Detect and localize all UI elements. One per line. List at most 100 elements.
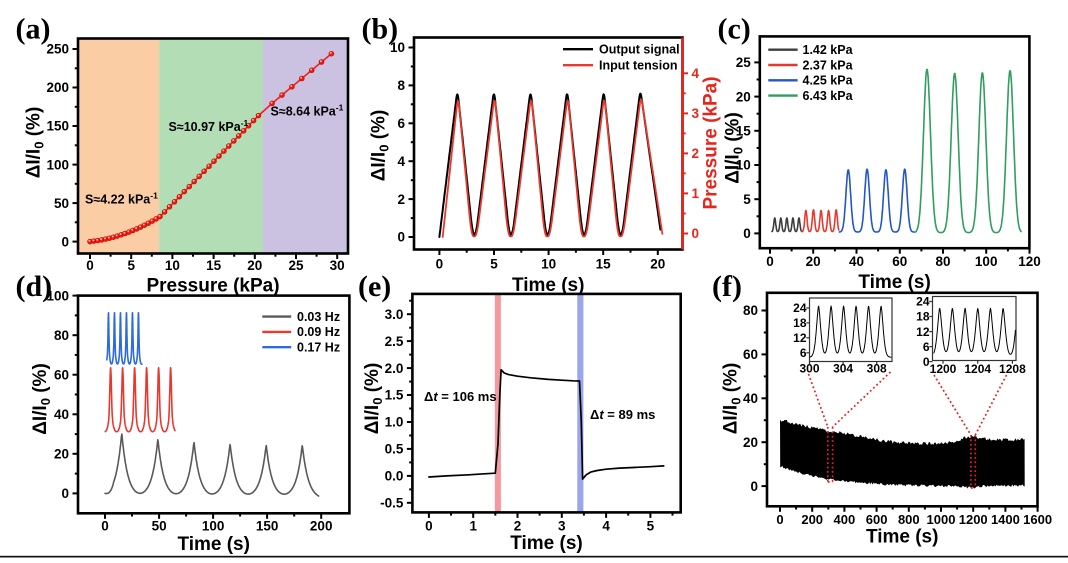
svg-text:20: 20 [806,254,821,269]
svg-text:1.42 kPa: 1.42 kPa [803,43,854,57]
svg-text:1200: 1200 [930,362,957,376]
svg-text:20: 20 [247,258,262,273]
svg-text:0: 0 [101,518,109,533]
svg-text:4: 4 [692,66,700,81]
svg-text:1: 1 [469,518,477,533]
svg-text:S≈8.64 kPa-1: S≈8.64 kPa-1 [271,103,344,119]
svg-text:0: 0 [86,258,94,273]
svg-text:Time (s): Time (s) [866,527,939,548]
svg-text:S≈4.22 kPa-1: S≈4.22 kPa-1 [85,191,158,207]
svg-text:1200: 1200 [959,512,988,527]
svg-text:-0.5: -0.5 [380,496,404,511]
svg-text:ΔI/I0 (%): ΔI/I0 (%) [723,112,746,184]
svg-text:50: 50 [152,518,167,533]
svg-text:20: 20 [54,447,69,462]
svg-text:0: 0 [743,226,751,241]
svg-text:0: 0 [766,254,774,269]
svg-text:15: 15 [596,257,612,272]
svg-text:Time (s): Time (s) [512,275,585,296]
svg-text:0: 0 [61,234,69,249]
svg-text:5: 5 [127,258,135,273]
svg-text:8: 8 [397,78,405,93]
svg-text:40: 40 [743,391,758,406]
svg-text:200: 200 [46,80,69,95]
svg-text:12: 12 [916,325,930,339]
svg-text:0.0: 0.0 [385,469,404,484]
svg-text:10: 10 [736,158,751,173]
svg-text:2: 2 [397,192,405,207]
svg-text:10: 10 [390,40,405,55]
svg-text:10: 10 [541,257,556,272]
svg-text:250: 250 [46,42,69,57]
svg-text:ΔI/I0 (%): ΔI/I0 (%) [24,107,47,179]
svg-text:4: 4 [602,518,610,533]
svg-text:15: 15 [736,124,752,139]
svg-text:Pressure (kPa): Pressure (kPa) [146,276,279,297]
svg-text:18: 18 [793,316,807,330]
svg-text:50: 50 [54,196,69,211]
svg-text:ΔI/I0 (%): ΔI/I0 (%) [369,110,392,182]
svg-text:2.5: 2.5 [385,334,404,349]
svg-text:24: 24 [793,301,807,315]
svg-text:0.17 Hz: 0.17 Hz [297,341,340,355]
svg-text:(a): (a) [16,13,51,46]
svg-text:4.25 kPa: 4.25 kPa [803,74,854,88]
svg-text:1208: 1208 [999,362,1026,376]
svg-text:1204: 1204 [964,362,991,376]
svg-text:25: 25 [288,258,304,273]
svg-text:1.5: 1.5 [385,388,404,403]
svg-text:200: 200 [801,512,823,527]
svg-text:0: 0 [397,230,405,245]
svg-text:100: 100 [46,157,69,172]
svg-text:60: 60 [54,367,69,382]
svg-text:2.0: 2.0 [385,361,404,376]
svg-text:5: 5 [647,518,655,533]
svg-text:0.5: 0.5 [385,442,404,457]
svg-text:ΔI/I0 (%): ΔI/I0 (%) [721,363,744,435]
svg-text:1.0: 1.0 [385,415,404,430]
svg-text:6: 6 [397,116,405,131]
svg-text:100: 100 [202,518,225,533]
svg-text:300: 300 [799,362,819,376]
svg-text:18: 18 [916,310,930,324]
svg-text:Δt = 89 ms: Δt = 89 ms [590,407,655,422]
svg-text:Output signal: Output signal [599,43,680,57]
svg-text:80: 80 [54,328,69,343]
svg-text:3: 3 [558,518,566,533]
svg-text:24: 24 [916,295,930,309]
svg-text:30: 30 [330,258,345,273]
svg-text:Input tension: Input tension [599,59,677,73]
svg-text:1000: 1000 [927,512,956,527]
svg-text:Time (s): Time (s) [510,533,583,554]
svg-text:4: 4 [397,154,405,169]
svg-text:2.37 kPa: 2.37 kPa [803,58,854,72]
svg-text:(c): (c) [718,13,751,46]
svg-text:2: 2 [692,146,700,161]
svg-text:12: 12 [793,331,807,345]
svg-text:6: 6 [923,340,930,354]
svg-text:308: 308 [867,362,887,376]
svg-text:1: 1 [692,186,700,201]
svg-text:100: 100 [46,288,69,303]
svg-text:20: 20 [650,257,665,272]
svg-text:0.03 Hz: 0.03 Hz [297,310,340,324]
svg-text:15: 15 [206,258,222,273]
svg-text:20: 20 [736,89,751,104]
svg-text:0: 0 [750,479,758,494]
svg-text:800: 800 [898,512,920,527]
svg-text:10: 10 [165,258,180,273]
svg-text:40: 40 [849,254,864,269]
svg-text:3: 3 [692,106,700,121]
svg-text:(f): (f) [712,270,742,303]
svg-text:600: 600 [866,512,888,527]
svg-text:ΔI/I0 (%): ΔI/I0 (%) [362,363,385,435]
svg-text:0: 0 [61,486,69,501]
svg-text:(e): (e) [358,270,391,303]
svg-text:25: 25 [736,55,752,70]
svg-text:5: 5 [490,257,498,272]
svg-text:6.43 kPa: 6.43 kPa [803,89,854,103]
svg-text:ΔI/I0 (%): ΔI/I0 (%) [30,363,53,435]
svg-text:Pressure (kPa): Pressure (kPa) [701,76,722,209]
svg-text:1400: 1400 [991,512,1020,527]
svg-text:0: 0 [425,518,433,533]
